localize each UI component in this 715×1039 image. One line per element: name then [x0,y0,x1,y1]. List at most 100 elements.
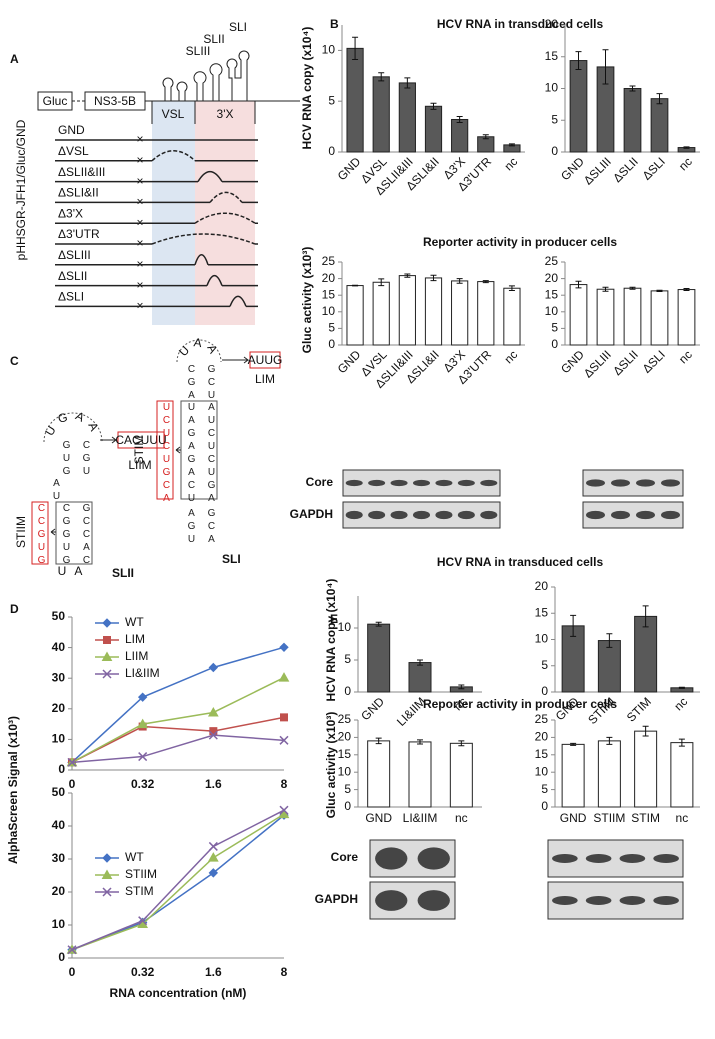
bar [367,740,391,808]
stem-left: GUG [61,440,72,479]
cross-mark: × [136,278,143,292]
blot-band [480,479,498,487]
series-line [71,676,285,764]
blot-label: Core [306,475,334,489]
arrow [50,528,56,536]
structure-name: SLI [222,552,241,566]
blot-band [412,479,431,487]
mutant-box [31,501,49,565]
marker [102,887,112,897]
marker [102,853,112,863]
y-tick-label: 10 [322,43,336,57]
y-tick-label: 15 [322,287,336,301]
construct-label: pHHSGR-JFH1/Gluc/GND [14,119,28,260]
marker [103,636,111,644]
blot-label: GAPDH [290,507,333,521]
bar [408,741,432,808]
y-tick-label: 40 [52,640,66,654]
error-bar [430,102,437,110]
arrow [222,356,250,364]
bar [503,287,521,346]
error-bar [678,738,685,747]
y-axis-label: AlphaScreen Signal (x10³) [6,716,20,864]
blot-band [412,510,431,520]
series-line [71,809,285,951]
y-tick-label: 0 [541,684,548,698]
y-tick-label: 15 [338,747,352,761]
cross-mark: × [136,299,143,313]
bar [346,47,364,153]
error-bar [378,278,385,287]
error-bar [352,284,359,287]
blot-band [586,510,605,520]
error-bar [683,146,690,149]
sli-loop [226,50,250,101]
x-tick-label: 8 [281,777,288,791]
stem-box [55,501,93,565]
error-bar [570,614,577,637]
y-tick-label: 25 [338,712,352,726]
x-tick-label: ΔSLIII [581,154,614,187]
cross-mark: × [136,257,143,271]
y-tick-label: 30 [52,670,66,684]
error-bar [482,134,489,140]
y-tick-label: 20 [545,17,559,31]
stem-mutant: UCUCUGCA [161,402,172,506]
x-tick-label: nc [676,347,695,366]
bar [597,740,621,808]
chart-title: Reporter activity in producer cells [423,235,617,249]
error-bar [656,93,663,105]
bar [623,88,642,153]
stem-loop [193,71,207,101]
y-axis-label: HCV RNA copy (x10⁴) [300,27,314,150]
bar [569,284,588,346]
error-bar [575,280,582,289]
error-bar [430,274,437,282]
y-tick-label: 10 [338,620,352,634]
marker [137,692,148,702]
marker [279,735,289,745]
error-bar [417,659,423,666]
error-bar [458,740,465,747]
error-bar [456,115,463,124]
gluc-label: Gluc [43,94,68,108]
stem-loop [162,77,174,101]
error-bar [656,289,663,293]
y-tick-label: 50 [52,785,66,799]
loop-mutant: CACUUU [115,433,166,447]
y-tick-label: 0 [58,762,65,776]
y-tick-label: 25 [535,712,549,726]
blot-band [480,510,498,520]
blot-band [390,510,408,520]
bar [597,640,621,693]
x-tick-label: 8 [281,965,288,979]
marker [208,662,219,673]
series-line [71,646,285,763]
stem-left: CGA [186,364,197,403]
construct-row-label: ΔSLI&II [58,186,99,200]
x-tick-label: 1.6 [205,965,222,979]
error-bar [606,736,613,745]
blot-band [611,479,630,487]
mutant-box [156,400,174,500]
loop-mutant-name: LIIM [128,458,151,472]
stem-loop-label: SLI [229,20,247,34]
y-tick-label: 10 [535,764,549,778]
chart-title: HCV RNA in transduced cells [437,555,604,569]
stem-loop [176,81,188,101]
y-tick-label: 5 [541,658,548,672]
x-tick-label: nc [676,154,695,173]
blot-band [552,854,578,863]
stem-right: GCCAC [81,503,92,568]
blot-band [345,479,363,487]
error-bar [375,621,382,627]
deletion-bump [229,295,247,307]
construct-row-label: Δ3'UTR [58,227,100,241]
x-axis-label: RNA concentration (nM) [110,986,247,1000]
blot-band [619,854,646,863]
stem-right: AUCUCUGA [206,402,217,506]
tail-right: GCA [206,508,217,547]
y-tick-label: 20 [338,730,352,744]
